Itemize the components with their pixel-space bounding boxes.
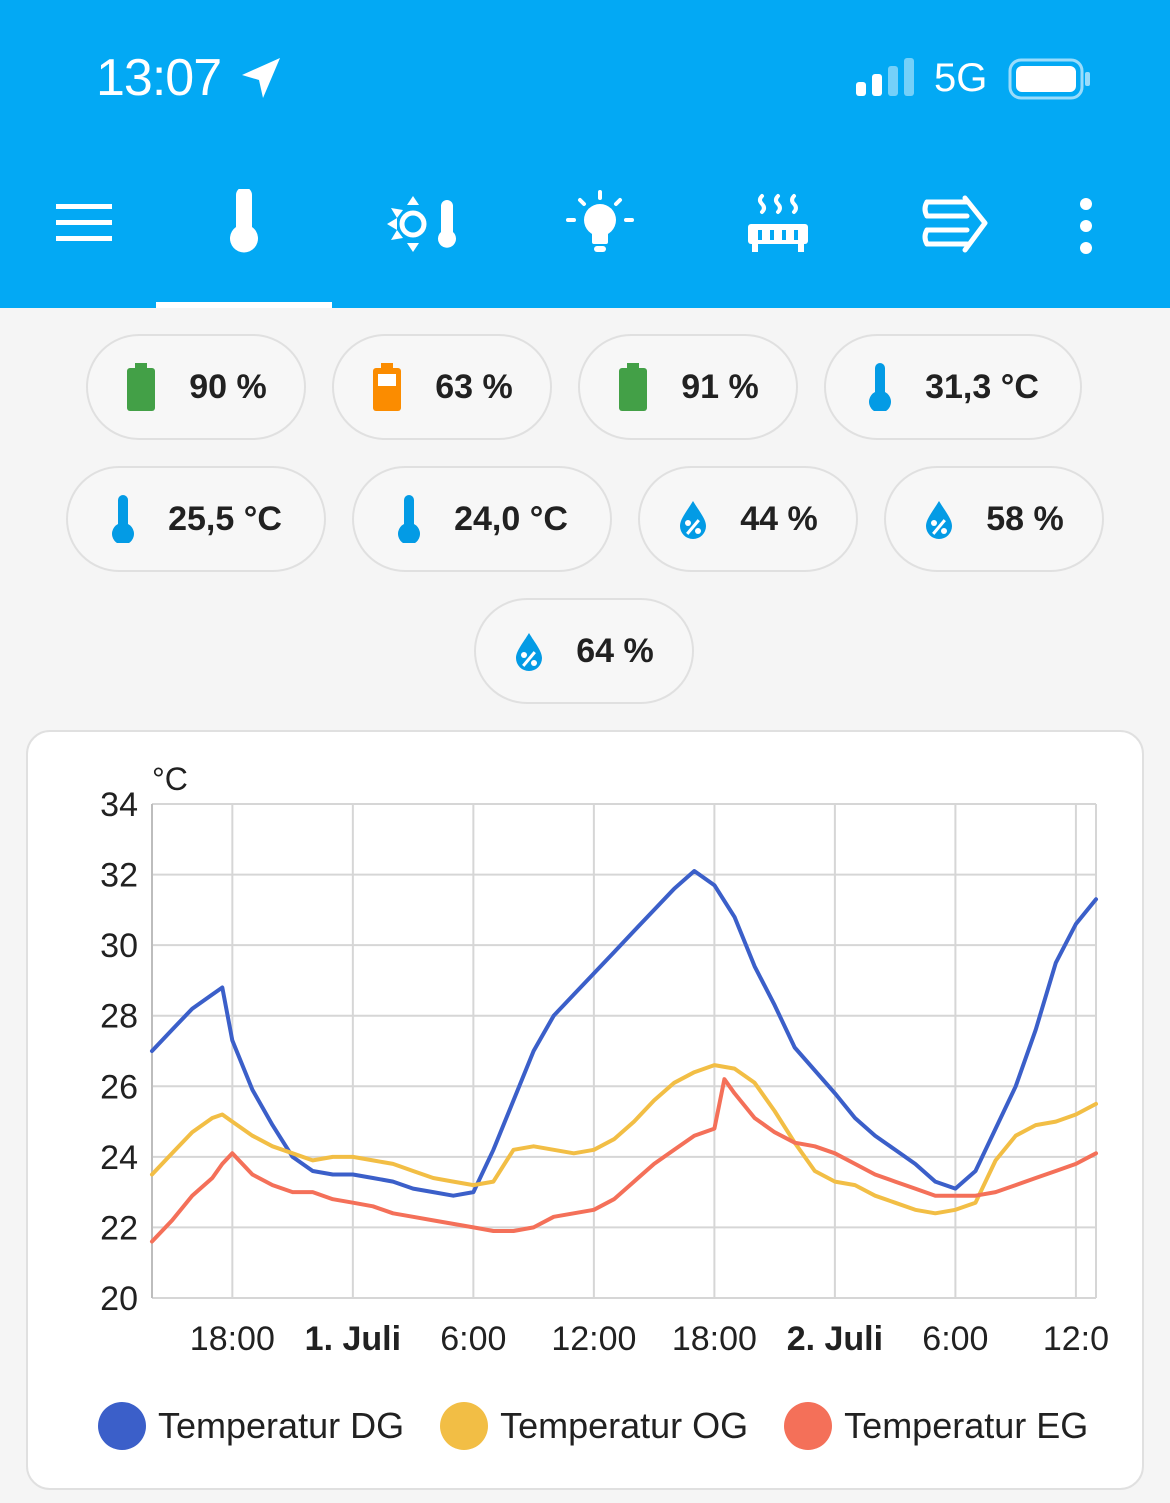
legend-label: Temperatur OG <box>500 1405 749 1446</box>
network-type: 5G <box>934 56 988 100</box>
sensor-value: 91 % <box>681 367 759 406</box>
legend-label: Temperatur EG <box>844 1405 1089 1446</box>
hamburger-menu-icon[interactable] <box>54 200 114 246</box>
x-tick-label: 2. Juli <box>787 1320 883 1358</box>
series-line-2 <box>150 1063 1098 1216</box>
y-tick-label: 22 <box>100 1209 138 1247</box>
x-tick-label: 12:0 <box>1043 1320 1109 1358</box>
sensor-value: 25,5 °C <box>168 499 282 538</box>
sensor-value: 63 % <box>435 367 513 406</box>
tab-heating[interactable] <box>690 180 866 308</box>
legend-color-dot <box>440 1402 489 1450</box>
battery-status-icon <box>1008 58 1090 100</box>
sensor-chip-battery-2[interactable]: 63 % <box>332 334 552 440</box>
legend-item-eg[interactable]: Temperatur EG <box>784 1402 1088 1450</box>
tab-floor-heating[interactable] <box>868 180 1044 308</box>
water-percent-icon <box>516 633 543 671</box>
battery-icon <box>619 363 648 411</box>
battery-icon <box>127 363 156 411</box>
y-tick-label: 30 <box>100 927 138 965</box>
app-header: 13:07 5G <box>0 0 1170 308</box>
sensor-chip-humidity-3[interactable]: 64 % <box>474 598 694 704</box>
y-axis-unit: °C <box>152 761 188 797</box>
water-percent-icon <box>680 501 707 539</box>
thermometer-icon <box>398 495 421 543</box>
x-tick-label: 6:00 <box>440 1320 506 1358</box>
sensor-chip-battery-3[interactable]: 91 % <box>578 334 798 440</box>
y-tick-label: 28 <box>100 998 138 1036</box>
sensor-chip-temperature-3[interactable]: 24,0 °C <box>352 466 612 572</box>
sensor-value: 58 % <box>986 499 1064 538</box>
x-tick-label: 12:00 <box>551 1320 636 1358</box>
sensor-value: 24,0 °C <box>454 499 568 538</box>
series-line-3 <box>150 1077 1098 1244</box>
x-tick-label: 18:00 <box>672 1320 757 1358</box>
tab-temperature[interactable] <box>156 180 332 308</box>
cellular-signal-icon <box>856 58 914 96</box>
y-tick-label: 34 <box>100 786 138 824</box>
sensor-chip-temperature-2[interactable]: 25,5 °C <box>66 466 326 572</box>
y-tick-label: 20 <box>100 1280 138 1318</box>
temperature-history-chart[interactable]: 20 22 24 26 28 30 32 34 °C 18:00 1. Juli 6:00 12:00 1… <box>28 732 1146 1392</box>
battery-icon <box>373 363 402 411</box>
sensor-chip-battery-1[interactable]: 90 % <box>86 334 306 440</box>
sensor-chip-humidity-1[interactable]: 44 % <box>638 466 858 572</box>
y-tick-label: 24 <box>100 1139 138 1177</box>
thermometer-icon <box>230 189 258 253</box>
legend-item-og[interactable]: Temperatur OG <box>440 1402 748 1450</box>
x-tick-label: 18:00 <box>190 1320 275 1358</box>
sensor-value: 64 % <box>576 631 654 670</box>
x-tick-label: 1. Juli <box>305 1320 401 1358</box>
series-line-1 <box>150 869 1098 1198</box>
sensor-value: 44 % <box>740 499 818 538</box>
sun-thermometer-icon <box>387 196 456 252</box>
sensor-value: 90 % <box>189 367 267 406</box>
location-arrow-icon <box>242 58 280 98</box>
thermometer-icon <box>869 363 892 411</box>
legend-item-dg[interactable]: Temperatur DG <box>98 1402 404 1450</box>
radiator-icon <box>748 194 808 252</box>
tab-sun-temperature[interactable] <box>334 180 510 308</box>
more-vertical-icon[interactable] <box>1068 196 1104 256</box>
floor-heating-icon <box>922 195 988 253</box>
chart-legend: Temperatur DG Temperatur OG Temperatur E… <box>98 1402 1088 1450</box>
legend-label: Temperatur DG <box>158 1405 405 1446</box>
water-percent-icon <box>926 501 953 539</box>
sensor-chip-humidity-2[interactable]: 58 % <box>884 466 1104 572</box>
lightbulb-icon <box>566 190 634 252</box>
legend-color-dot <box>784 1402 833 1450</box>
thermometer-icon <box>112 495 135 543</box>
history-graph-card[interactable]: 20 22 24 26 28 30 32 34 °C 18:00 1. Juli 6:00 12:00 1… <box>26 730 1144 1490</box>
legend-color-dot <box>98 1402 146 1450</box>
x-tick-label: 6:00 <box>922 1320 988 1358</box>
status-time: 13:07 <box>96 49 222 107</box>
tab-lights[interactable] <box>512 180 688 308</box>
sensor-value: 31,3 °C <box>925 367 1039 406</box>
y-tick-label: 26 <box>100 1068 138 1106</box>
y-tick-label: 32 <box>100 857 138 895</box>
sensor-chip-temperature-1[interactable]: 31,3 °C <box>824 334 1082 440</box>
